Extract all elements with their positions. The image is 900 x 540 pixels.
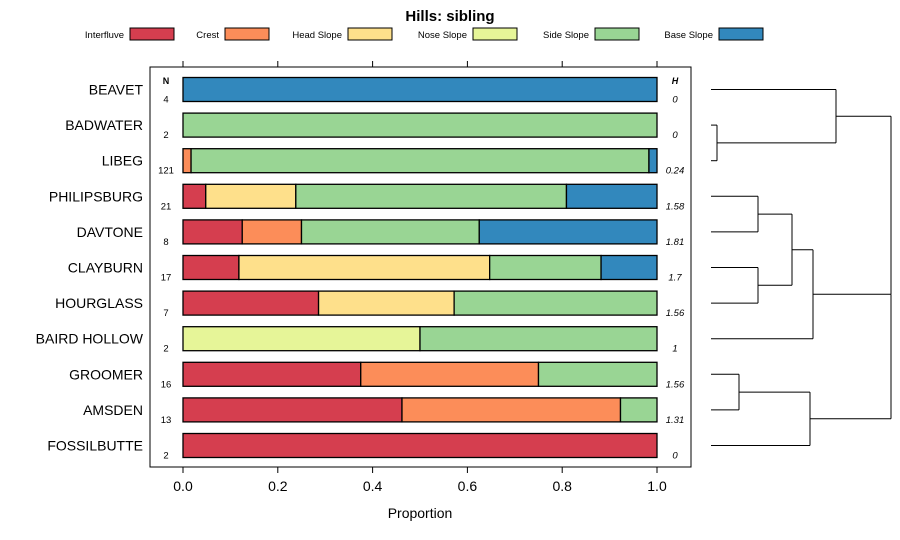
legend-label-interfluve: Interfluve: [85, 30, 124, 41]
h-label: 0: [672, 95, 678, 106]
h-label: 1: [672, 344, 677, 355]
category-label-libeg: LIBEG: [102, 153, 143, 169]
x-axis: 0.0 0.2 0.4 0.6 0.8 1.0: [173, 61, 667, 494]
category-label-philipsburg: PHILIPSBURG: [49, 188, 143, 204]
n-label: 2: [163, 451, 168, 462]
n-label: 21: [161, 201, 172, 212]
legend-swatch-head-slope: [347, 27, 393, 41]
category-label-fossilbutte: FOSSILBUTTE: [47, 438, 143, 454]
n-label: 4: [163, 95, 168, 106]
bar-davtone-interfluve: [182, 219, 243, 245]
category-labels: BEAVET BADWATER LIBEG PHILIPSBURG DAVTONE CLA…: [36, 82, 144, 454]
legend-swatch-nose-slope: [472, 27, 518, 41]
bar-amsden-side-slope: [619, 397, 658, 423]
x-axis-label: Proportion: [388, 505, 453, 521]
n-label: 8: [163, 237, 168, 248]
legend: Interfluve Crest Head Slope Nose Slope Side …: [85, 27, 764, 41]
legend-label-base-slope: Base Slope: [664, 30, 713, 41]
legend-label-crest: Crest: [196, 30, 219, 41]
h-label: 1.81: [666, 237, 685, 248]
bar-davtone-base-slope: [478, 219, 658, 245]
h-label: 1.7: [668, 273, 682, 284]
n-label: 121: [158, 166, 174, 177]
bar-badwater-side-slope: [182, 112, 658, 138]
bar-libeg-side-slope: [190, 148, 650, 174]
bar-hourglass-interfluve: [182, 290, 320, 316]
category-label-hourglass: HOURGLASS: [55, 295, 143, 311]
n-label: 2: [163, 344, 168, 355]
bar-groomer-interfluve: [182, 361, 362, 387]
bar-groomer-side-slope: [537, 361, 658, 387]
n-label: 16: [161, 379, 172, 390]
h-label: 0: [672, 451, 678, 462]
bar-groomer-crest: [360, 361, 540, 387]
bar-philipsburg-interfluve: [182, 183, 207, 209]
bar-davtone-side-slope: [300, 219, 480, 245]
bar-libeg-base-slope: [648, 148, 658, 174]
bar-baird-hollow-nose-slope: [182, 326, 421, 352]
h-header: H: [672, 76, 679, 86]
bar-davtone-crest: [241, 219, 303, 245]
bar-fossilbutte-interfluve: [182, 432, 658, 459]
legend-label-nose-slope: Nose Slope: [418, 30, 467, 41]
x-tick-label: 1.0: [647, 478, 667, 494]
x-tick-label: 0.0: [173, 478, 193, 494]
h-label: 0: [672, 130, 678, 141]
legend-label-side-slope: Side Slope: [543, 30, 589, 41]
x-tick-label: 0.6: [458, 478, 478, 494]
bar-libeg-crest: [182, 148, 192, 174]
bar-philipsburg-side-slope: [295, 183, 568, 209]
bar-amsden-crest: [401, 397, 622, 423]
n-label: 17: [161, 273, 172, 284]
category-label-baird-hollow: BAIRD HOLLOW: [36, 331, 144, 347]
legend-swatch-side-slope: [594, 27, 640, 41]
bars-group: [182, 76, 658, 459]
legend-swatch-base-slope: [718, 27, 764, 41]
chart-title: Hills: sibling: [405, 8, 494, 25]
x-tick-label: 0.8: [552, 478, 572, 494]
category-label-badwater: BADWATER: [65, 117, 143, 133]
h-label: 1.58: [666, 201, 685, 212]
n-header: N: [163, 76, 170, 86]
n-label: 7: [163, 308, 168, 319]
bar-hourglass-head-slope: [317, 290, 455, 316]
bar-clayburn-head-slope: [238, 254, 491, 281]
h-label: 1.31: [666, 415, 685, 426]
legend-swatch-crest: [224, 27, 270, 41]
category-label-beavet: BEAVET: [89, 82, 144, 98]
bar-clayburn-side-slope: [489, 254, 602, 281]
dendrogram: [711, 89, 892, 446]
bar-clayburn-interfluve: [182, 254, 240, 281]
legend-label-head-slope: Head Slope: [292, 30, 342, 41]
legend-swatch-interfluve: [129, 27, 175, 41]
h-labels: 0 0 0.24 1.58 1.81 1.7 1.56 1 1.56 1.31 0: [666, 95, 685, 462]
bar-philipsburg-base-slope: [565, 183, 658, 209]
bar-clayburn-base-slope: [600, 254, 658, 281]
category-label-amsden: AMSDEN: [83, 402, 143, 418]
bar-beavet-base-slope: [182, 76, 658, 103]
x-tick-label: 0.4: [363, 478, 383, 494]
bar-amsden-interfluve: [182, 397, 403, 423]
category-label-groomer: GROOMER: [69, 366, 143, 382]
bar-baird-hollow-side-slope: [419, 326, 658, 352]
n-label: 13: [161, 415, 172, 426]
n-label: 2: [163, 130, 168, 141]
plot-panel: [149, 66, 692, 468]
bar-hourglass-side-slope: [453, 290, 658, 316]
x-tick-label: 0.2: [268, 478, 288, 494]
category-label-clayburn: CLAYBURN: [68, 260, 143, 276]
h-label: 0.24: [666, 166, 685, 177]
bar-philipsburg-head-slope: [205, 183, 297, 209]
h-label: 1.56: [666, 379, 685, 390]
h-label: 1.56: [666, 308, 685, 319]
category-label-davtone: DAVTONE: [77, 224, 143, 240]
